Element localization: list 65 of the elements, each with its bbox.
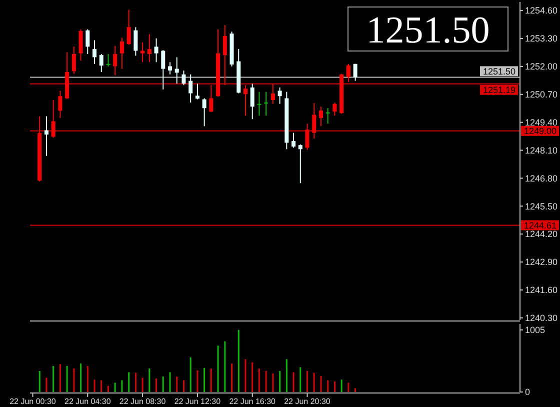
candlestick: [332, 102, 337, 116]
candlestick: [140, 42, 145, 63]
candlestick: [106, 53, 110, 67]
y-tick-label: 0: [525, 387, 530, 398]
candlestick: [298, 144, 302, 184]
x-tick-label: 22 Jun 20:30: [284, 397, 331, 406]
y-tick-label: 1244.20: [525, 229, 558, 240]
y-tick-label: 1242.90: [525, 257, 558, 268]
candlestick: [134, 26, 138, 56]
candlestick: [243, 84, 248, 116]
y-tick-label: 1240.30: [525, 313, 558, 323]
candlestick: [188, 74, 193, 104]
x-tick-label: 22 Jun 08:30: [119, 397, 166, 406]
candlestick: [99, 53, 104, 73]
ref-line-label: 1244.61: [524, 220, 557, 230]
y-tick-label: 1250.70: [525, 90, 558, 100]
candlestick: [270, 83, 275, 104]
candlestick: [147, 34, 152, 63]
candlestick: [72, 46, 76, 74]
candlestick: [92, 40, 97, 64]
y-tick-label: 1254.60: [525, 6, 558, 16]
y-tick-label: 1252.00: [525, 62, 558, 72]
y-tick-label: 1241.60: [525, 285, 558, 296]
candlestick: [292, 132, 296, 148]
candlestick: [209, 84, 214, 113]
x-tick-label: 22 Jun 04:30: [64, 397, 112, 406]
y-tick-label: 1253.30: [525, 34, 558, 44]
y-tick-label: 1248.10: [525, 145, 558, 156]
x-tick-label: 22 Jun 12:30: [174, 397, 222, 406]
candlestick: [353, 63, 358, 82]
x-tick-label: 22 Jun 00:30: [10, 397, 56, 406]
candlestick: [250, 83, 254, 120]
candlestick: [58, 90, 62, 119]
candlestick: [174, 56, 179, 84]
candlestick: [264, 91, 268, 116]
candlestick: [44, 116, 48, 156]
candlestick: [168, 62, 172, 75]
candlestick: [257, 91, 262, 116]
y-tick-label: 1005: [525, 325, 546, 336]
candlestick: [326, 108, 330, 124]
candlestick: [346, 63, 350, 82]
candlestick: [278, 87, 282, 104]
y-tick-label: 1249.40: [525, 117, 558, 128]
y-tick-label: 1246.80: [525, 173, 558, 184]
candlestick: [312, 102, 316, 140]
candlestick: [86, 28, 90, 54]
candlestick: [202, 98, 206, 127]
x-tick-label: 22 Jun 16:30: [229, 397, 276, 406]
candlestick: [195, 83, 200, 100]
ref-line-label: 1251.50: [483, 66, 516, 76]
y-tick-label: 1245.50: [525, 201, 558, 212]
candlestick: [78, 28, 83, 62]
candlestick: [182, 70, 186, 86]
candlestick: [318, 106, 323, 127]
ref-line-label: 1251.19: [483, 85, 516, 96]
candlestick: [154, 38, 158, 63]
candlestick: [126, 9, 131, 46]
candlestick: [222, 24, 227, 86]
candlestick: [305, 123, 310, 150]
annotation: 1251.50: [366, 10, 490, 52]
ref-line-label: 1249.00: [524, 126, 557, 136]
candlestick: [113, 45, 118, 76]
candlestick: [120, 37, 124, 70]
candlestick: [51, 99, 56, 138]
candlestick: [161, 50, 166, 90]
